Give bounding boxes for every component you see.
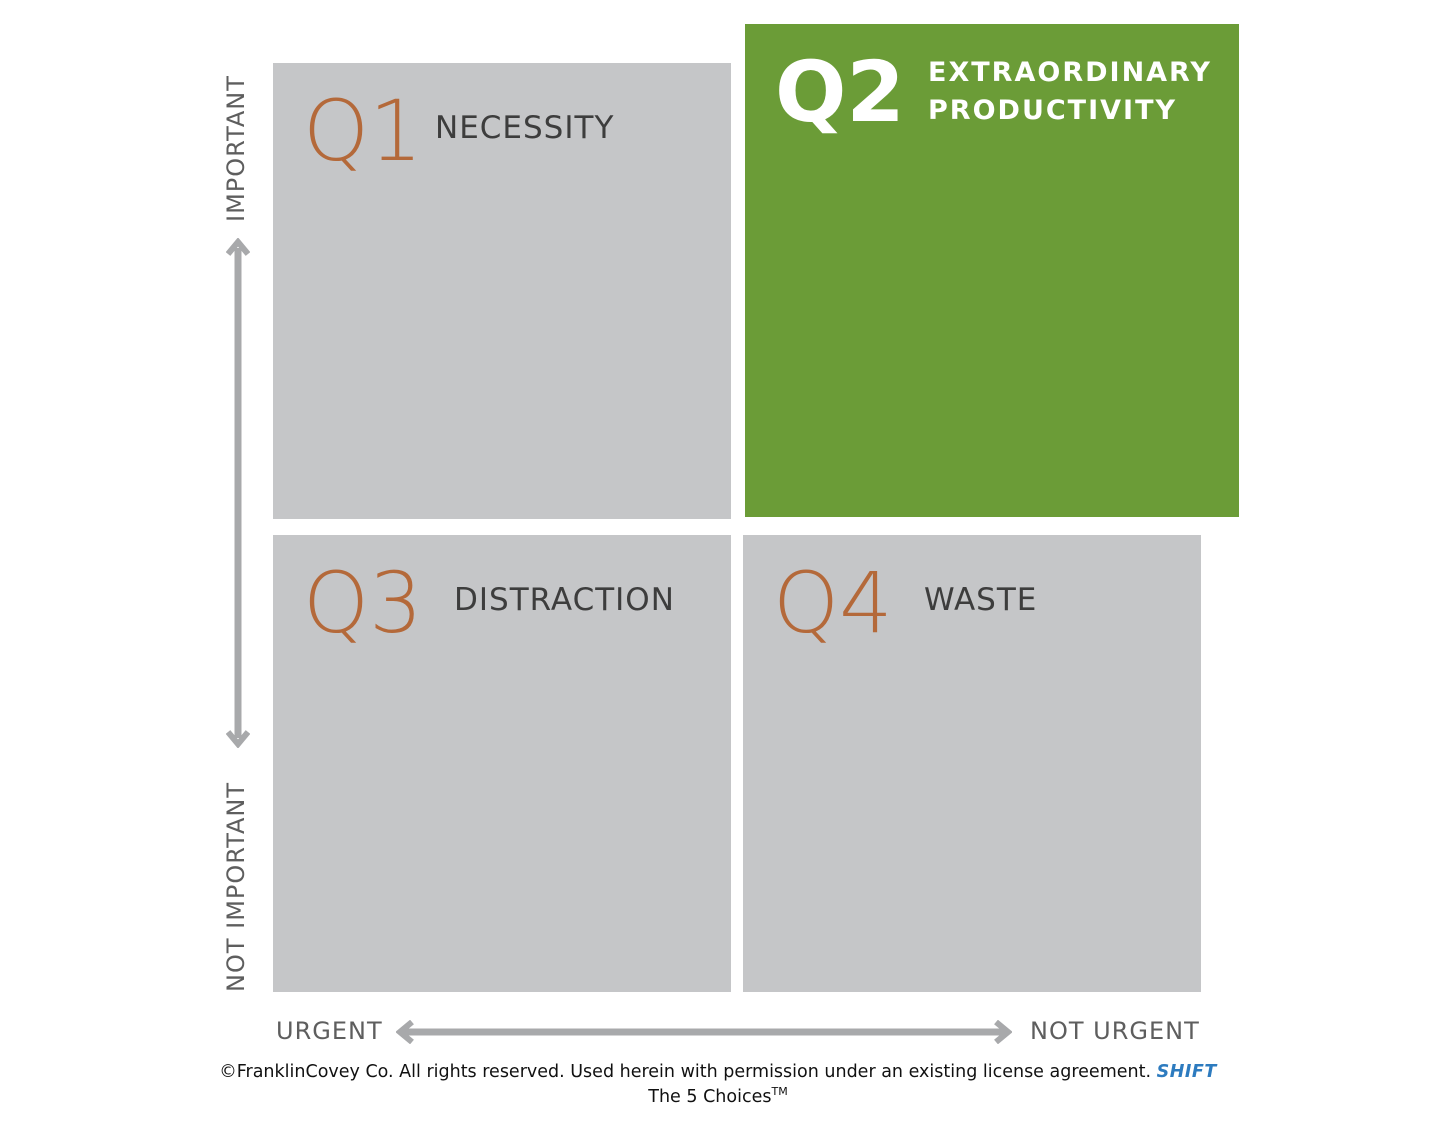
subtitle-line: The 5 ChoicesTM (0, 1082, 1436, 1107)
quadrant-q1-number: Q1 (303, 82, 423, 180)
trademark-mark: TM (771, 1085, 788, 1098)
axis-label-not-urgent: NOT URGENT (1030, 1017, 1200, 1045)
copyright-notice: ©FranklinCovey Co. All rights reserved. … (0, 1062, 1436, 1107)
quadrant-q2-label-line2: PRODUCTIVITY (928, 95, 1178, 126)
quadrant-q2-label: EXTRAORDINARY PRODUCTIVITY (928, 54, 1212, 130)
axis-label-important: IMPORTANT (222, 75, 250, 222)
quadrant-q2-extraordinary-productivity: Q2 EXTRAORDINARY PRODUCTIVITY (745, 24, 1239, 517)
axis-label-not-important: NOT IMPORTANT (222, 781, 250, 992)
quadrant-q2-label-line1: EXTRAORDINARY (928, 57, 1212, 88)
copyright-text: ©FranklinCovey Co. All rights reserved. … (219, 1062, 1152, 1082)
shift-brand-logo: SHIFT (1156, 1062, 1217, 1082)
axis-label-urgent: URGENT (276, 1017, 383, 1045)
horizontal-double-arrow-icon (396, 1020, 1012, 1044)
quadrant-q1-label: NECESSITY (435, 110, 615, 146)
quadrant-q4-label: WASTE (924, 582, 1038, 618)
vertical-double-arrow-icon (226, 238, 250, 748)
quadrant-q3-distraction: Q3 DISTRACTION (273, 535, 731, 992)
quadrant-q4-number: Q4 (773, 554, 893, 652)
quadrant-q3-label: DISTRACTION (454, 582, 675, 618)
quadrant-q2-number: Q2 (775, 43, 905, 141)
quadrant-q4-waste: Q4 WASTE (743, 535, 1201, 992)
subtitle-text: The 5 Choices (648, 1086, 772, 1107)
quadrant-q3-number: Q3 (303, 554, 423, 652)
quadrant-q1-necessity: Q1 NECESSITY (273, 63, 731, 519)
